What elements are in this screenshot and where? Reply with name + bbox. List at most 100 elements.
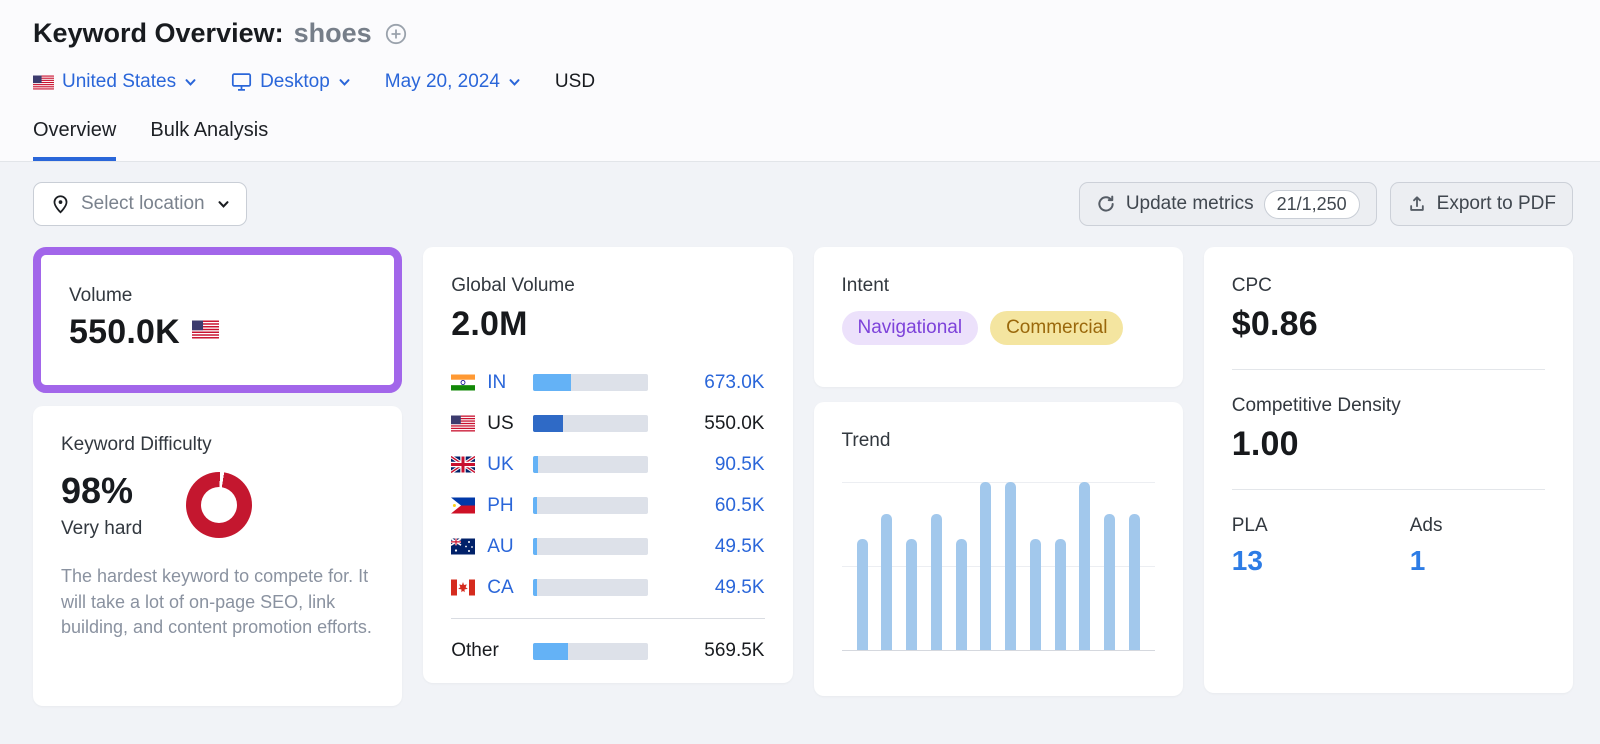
chevron-down-icon	[509, 78, 520, 86]
flag-us-icon	[451, 415, 476, 432]
divider	[451, 618, 765, 619]
chevron-down-icon	[339, 78, 350, 86]
other-label: Other	[451, 640, 499, 661]
global-volume-label: Global Volume	[451, 275, 575, 296]
kd-label: Keyword Difficulty	[61, 434, 212, 455]
country-code-in[interactable]: IN	[487, 371, 507, 393]
location-pin-icon	[53, 194, 68, 214]
trend-bar	[906, 539, 917, 650]
country-volume-ph[interactable]: 60.5K	[714, 494, 765, 516]
pla-block: PLA 13	[1232, 515, 1410, 577]
date-filter-label: May 20, 2024	[384, 71, 500, 92]
country-code-uk[interactable]: UK	[487, 453, 514, 475]
add-keyword-icon[interactable]	[384, 22, 408, 46]
global-volume-row: US 550.0K	[451, 403, 765, 444]
gridline	[841, 482, 1155, 483]
divider	[1231, 369, 1545, 370]
page-title-text: Keyword Overview:	[33, 18, 284, 48]
global-volume-card: Global Volume 2.0M IN 673.0K US 550.0K UK 90.…	[423, 247, 793, 683]
global-volume-row: AU 49.5K	[451, 526, 765, 567]
other-volume: 569.5K	[704, 640, 765, 661]
competitive-density-label: Competitive Density	[1231, 395, 1401, 416]
volume-card: Volume 550.0K	[41, 255, 395, 385]
country-volume-in[interactable]: 673.0K	[704, 371, 765, 393]
country-code-au[interactable]: AU	[487, 535, 514, 557]
pla-label: PLA	[1231, 515, 1268, 536]
currency-label: USD	[554, 71, 596, 92]
chevron-down-icon	[218, 200, 229, 208]
country-code-us: US	[487, 412, 514, 434]
trend-bar	[856, 539, 868, 650]
update-metrics-label: Update metrics	[1125, 193, 1254, 214]
global-volume-value: 2.0M	[451, 305, 528, 343]
kd-rating: Very hard	[61, 518, 143, 539]
column-intent-trend: Intent Navigational Commercial Trend	[813, 247, 1183, 706]
global-volume-row: CA 49.5K	[451, 567, 765, 608]
filter-bar: United States Desktop May 20, 2024 USD	[33, 71, 1567, 93]
global-volume-row: IN 673.0K	[451, 362, 765, 403]
update-quota-badge: 21/1,250	[1263, 189, 1360, 219]
trend-bar	[1029, 539, 1041, 650]
country-filter-label: United States	[62, 71, 177, 92]
country-volume-us: 550.0K	[704, 412, 765, 434]
volume-bar	[533, 415, 649, 432]
global-volume-row: PH 60.5K	[451, 485, 765, 526]
country-volume-au[interactable]: 49.5K	[714, 535, 765, 557]
monitor-icon	[232, 73, 252, 91]
select-location-button[interactable]: Select location	[33, 182, 247, 226]
cpc-label: CPC	[1231, 275, 1272, 296]
country-filter[interactable]: United States	[33, 71, 197, 93]
trend-bar	[1128, 513, 1140, 650]
export-pdf-label: Export to PDF	[1436, 193, 1556, 214]
country-volume-ca[interactable]: 49.5K	[714, 576, 765, 598]
keyword-difficulty-card: Keyword Difficulty 98% Very hard The har…	[33, 406, 403, 706]
toolbar: Select location Update metrics 21/1,250 …	[33, 182, 1573, 226]
trend-card: Trend	[813, 402, 1183, 696]
trend-bar	[930, 513, 942, 650]
cpc-value: $0.86	[1231, 305, 1318, 343]
global-volume-rows: IN 673.0K US 550.0K UK 90.5K PH 60.5K AU 49.5K CA 4…	[451, 362, 765, 608]
trend-bar-chart	[841, 482, 1155, 651]
upload-icon	[1409, 196, 1424, 211]
tab-overview[interactable]: Overview	[33, 119, 117, 161]
header: Keyword Overview: shoes United States De…	[0, 0, 1600, 162]
pla-value: 13	[1231, 545, 1263, 576]
kd-description: The hardest keyword to compete for. It w…	[61, 566, 372, 638]
tab-bar: Overview Bulk Analysis	[0, 119, 1600, 162]
device-filter[interactable]: Desktop	[231, 71, 351, 93]
page-title: Keyword Overview: shoes	[33, 18, 1567, 49]
flag-ph-icon	[451, 497, 476, 514]
ads-label: Ads	[1409, 515, 1443, 536]
keyword-text: shoes	[293, 18, 372, 48]
global-volume-row: UK 90.5K	[451, 444, 765, 485]
volume-bar	[533, 579, 649, 596]
trend-bar	[1054, 539, 1066, 650]
trend-bar	[980, 482, 992, 650]
volume-bar	[533, 497, 649, 514]
trend-bar	[1005, 482, 1016, 650]
column-cpc: CPC $0.86 Competitive Density 1.00 PLA 1…	[1203, 247, 1573, 706]
cpc-card: CPC $0.86 Competitive Density 1.00 PLA 1…	[1203, 247, 1573, 693]
volume-value: 550.0K	[69, 313, 180, 351]
volume-bar	[533, 538, 649, 555]
trend-bar	[881, 513, 893, 650]
update-metrics-button[interactable]: Update metrics 21/1,250	[1078, 182, 1377, 226]
country-code-ca[interactable]: CA	[487, 576, 514, 598]
flag-ca-icon	[451, 579, 476, 596]
metrics-grid: Volume 550.0K Keyword Difficulty 98% Ver…	[33, 247, 1573, 706]
flag-in-icon	[451, 374, 476, 391]
ads-value: 1	[1409, 545, 1426, 576]
country-code-ph[interactable]: PH	[487, 494, 514, 516]
refresh-icon	[1098, 195, 1114, 212]
us-flag-icon	[191, 320, 219, 339]
ads-block: Ads 1	[1410, 515, 1443, 577]
volume-bar	[533, 374, 649, 391]
date-filter[interactable]: May 20, 2024	[385, 71, 521, 93]
flag-uk-icon	[451, 456, 476, 473]
country-volume-uk[interactable]: 90.5K	[714, 453, 765, 475]
intent-badges: Navigational Commercial	[841, 311, 1155, 345]
kd-percent: 98%	[61, 470, 134, 511]
intent-badge-commercial: Commercial	[990, 311, 1124, 345]
tab-bulk-analysis[interactable]: Bulk Analysis	[150, 119, 269, 141]
export-pdf-button[interactable]: Export to PDF	[1389, 182, 1573, 226]
